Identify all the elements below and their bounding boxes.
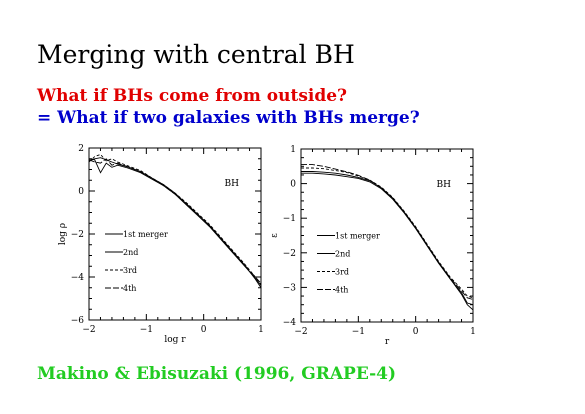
y-tick-label: −6 <box>71 316 85 326</box>
x-axis-label: log r <box>164 335 186 345</box>
x-tick-label: 1 <box>258 325 264 335</box>
y-tick-label: 1 <box>290 145 296 155</box>
y-axis-label: log ρ <box>58 223 68 245</box>
x-tick-label: 1 <box>470 327 476 337</box>
density-profile-chart: −2 −1 0 1 −6 −4 −2 0 2 log r log ρ BH 1st merger 2nd 3… <box>58 144 264 345</box>
series-line-4 <box>88 158 262 284</box>
y-tick-label: 2 <box>78 144 84 154</box>
slide-title: Merging with central BH <box>37 40 355 69</box>
legend-label: 2nd <box>123 248 138 257</box>
y-tick-label: 0 <box>290 180 296 190</box>
legend-label: 4th <box>123 284 136 293</box>
y-tick-label: −2 <box>71 230 84 240</box>
series-line-3 <box>88 153 262 285</box>
legend-label: 4th <box>335 286 348 295</box>
y-tick-label: −4 <box>283 318 297 328</box>
bh-annotation: BH <box>225 179 240 189</box>
legend-label: 2nd <box>335 250 350 259</box>
x-tick-label: −2 <box>294 327 307 337</box>
legend-label: 1st merger <box>123 230 168 239</box>
y-axis-label: ε <box>270 233 280 238</box>
citation: Makino & Ebisuzaki (1996, GRAPE-4) <box>37 364 397 384</box>
subtitle-red: What if BHs come from outside? <box>37 86 348 106</box>
y-tick-label: −2 <box>283 249 296 259</box>
series-line-2 <box>88 158 262 286</box>
y-tick-label: −3 <box>283 283 297 293</box>
x-tick-label: −1 <box>352 327 365 337</box>
x-tick-label: −1 <box>140 325 153 335</box>
legend-label: 3rd <box>123 266 137 275</box>
legend-label: 3rd <box>335 268 349 277</box>
x-tick-label: 0 <box>413 327 419 337</box>
bh-annotation: BH <box>437 180 452 190</box>
energy-profile-chart: −2 −1 0 1 −4 −3 −2 −1 0 1 r ε BH 1st merger 2nd 3rd 4th <box>270 145 476 347</box>
series-line-4 <box>301 164 474 300</box>
series-line-1 <box>88 157 262 289</box>
x-tick-label: −2 <box>82 325 95 335</box>
series-line-3 <box>301 167 474 299</box>
x-tick-label: 0 <box>201 325 207 335</box>
y-tick-label: 0 <box>78 187 84 197</box>
y-tick-label: −1 <box>283 214 296 224</box>
subtitle-blue: = What if two galaxies with BHs merge? <box>37 108 420 128</box>
y-tick-label: −4 <box>71 273 85 283</box>
x-axis-label: r <box>385 337 390 347</box>
legend-label: 1st merger <box>335 232 380 241</box>
